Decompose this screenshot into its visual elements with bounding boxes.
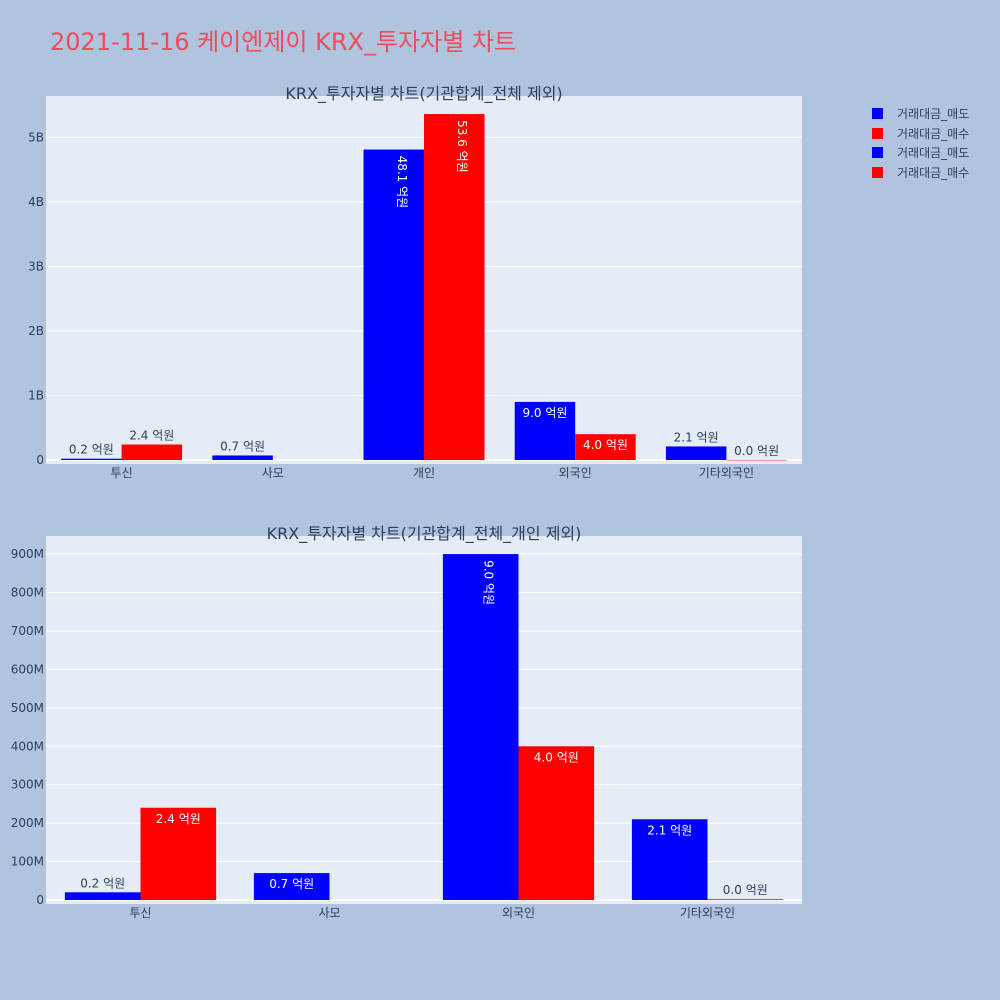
legend-label: 거래대금_매도	[897, 146, 970, 161]
x-tick-label: 사모	[318, 906, 340, 920]
bar	[575, 434, 636, 460]
legend-swatch	[872, 127, 883, 139]
y-tick-label: 500M	[11, 701, 44, 715]
y-tick-label: 400M	[11, 739, 44, 753]
bar	[442, 554, 519, 900]
x-tick-label: 외국인	[502, 906, 535, 920]
x-tick-label: 개인	[413, 466, 435, 480]
bar	[424, 114, 485, 460]
y-tick-label: 0	[36, 893, 44, 907]
legend-item[interactable]: 거래대금_매도	[872, 143, 969, 163]
x-tick-label: 사모	[262, 466, 284, 480]
data-label: 0.0 억원	[734, 444, 779, 458]
chart-1-title: KRX_투자자별 차트(기관합계_전체 제외)	[285, 84, 563, 103]
x-tick-label: 외국인	[559, 466, 592, 480]
y-tick-label: 3B	[28, 259, 44, 273]
bar	[212, 455, 273, 460]
legend-label: 거래대금_매수	[897, 126, 970, 141]
bar	[726, 459, 787, 461]
y-tick-label: 100M	[11, 855, 44, 869]
y-tick-label: 900M	[11, 547, 44, 561]
data-label: 2.1 억원	[674, 430, 719, 444]
legend-item[interactable]: 거래대금_매수	[872, 163, 969, 183]
y-tick-label: 600M	[11, 662, 44, 676]
data-label: 4.0 억원	[534, 750, 579, 764]
page-title: 2021-11-16 케이엔제이 KRX_투자자별 차트	[50, 28, 517, 56]
bar	[363, 149, 424, 460]
bar	[140, 807, 217, 900]
x-tick-label: 투신	[129, 906, 151, 920]
y-tick-label: 1B	[28, 388, 44, 402]
legend: 거래대금_매도 거래대금_매수 거래대금_매도 거래대금_매수	[872, 104, 969, 182]
chart-2-title: KRX_투자자별 차트(기관합계_전체_개인 제외)	[266, 524, 582, 543]
legend-swatch	[872, 166, 883, 178]
x-tick-label: 기타외국인	[680, 906, 735, 920]
bar	[514, 401, 576, 460]
y-tick-label: 0	[36, 453, 44, 467]
x-tick-label: 기타외국인	[699, 466, 754, 480]
y-tick-label: 4B	[28, 195, 44, 209]
y-tick-label: 2B	[28, 324, 44, 338]
bar	[707, 899, 784, 900]
legend-label: 거래대금_매수	[897, 165, 970, 180]
bar	[64, 892, 141, 900]
legend-swatch	[872, 108, 883, 120]
bar	[61, 458, 122, 460]
data-label: 0.7 억원	[269, 877, 314, 891]
data-label: 9.0 억원	[522, 406, 567, 420]
bar	[665, 446, 727, 460]
y-tick-label: 700M	[11, 624, 44, 638]
legend-item[interactable]: 거래대금_매도	[872, 104, 969, 124]
y-tick-label: 5B	[28, 130, 44, 144]
data-label: 53.6 억원	[455, 120, 469, 173]
data-label: 2.1 억원	[647, 823, 692, 837]
data-label: 0.0 억원	[723, 883, 768, 897]
data-label: 2.4 억원	[129, 429, 174, 443]
y-tick-label: 300M	[11, 778, 44, 792]
data-label: 0.2 억원	[80, 876, 125, 890]
bar	[518, 746, 595, 900]
data-label: 2.4 억원	[156, 812, 201, 826]
legend-item[interactable]: 거래대금_매수	[872, 124, 969, 144]
bar	[253, 873, 330, 900]
bar	[121, 444, 183, 460]
data-label: 0.7 억원	[220, 439, 265, 453]
data-label: 9.0 억원	[482, 560, 496, 605]
bar	[631, 819, 708, 900]
legend-swatch	[872, 147, 883, 159]
y-tick-label: 800M	[11, 586, 44, 600]
data-label: 0.2 억원	[69, 443, 114, 457]
x-tick-label: 투신	[111, 466, 133, 480]
legend-label: 거래대금_매도	[897, 107, 970, 122]
data-label: 4.0 억원	[583, 438, 628, 452]
y-tick-label: 200M	[11, 816, 44, 830]
data-label: 48.1 억원	[395, 156, 409, 209]
